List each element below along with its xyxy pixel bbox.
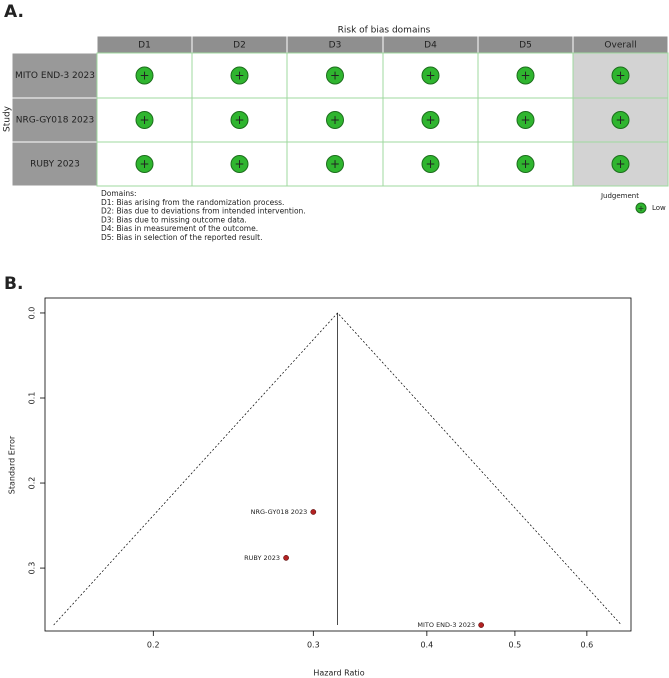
judgement-cell: [572, 141, 669, 187]
judgement-dot: [421, 155, 440, 173]
judgement-symbol: +: [615, 113, 625, 127]
point-label: NRG-GY018 2023: [251, 508, 308, 516]
study-point: [310, 509, 317, 515]
judgement-dot: [516, 66, 535, 85]
judgement-dot: [230, 155, 249, 173]
judgement-dot: [135, 155, 154, 173]
column-header-label: D4: [424, 41, 437, 51]
rob-row-axis-label: Study: [3, 105, 13, 132]
judgement-symbol: +: [425, 113, 435, 127]
study-label: NRG-GY018 2023: [16, 116, 95, 126]
judgement-symbol: +: [425, 157, 435, 171]
judgement-dot: [230, 111, 249, 129]
judgement-cell: [286, 141, 384, 187]
study-cell: [11, 141, 98, 187]
study-label: RUBY 2023: [30, 160, 80, 170]
x-tick-label: 0.2: [147, 641, 160, 650]
judgement-symbol: +: [330, 69, 340, 83]
y-tick-label: 0.3: [28, 562, 37, 575]
judgement-dot: [135, 111, 154, 129]
judgement-symbol: +: [139, 69, 149, 83]
judgement-dot: [611, 66, 630, 85]
panel-label: A.: [4, 2, 24, 22]
judgement-symbol: +: [330, 113, 340, 127]
x-tick-label: 0.5: [509, 641, 522, 650]
domain-note: D3: Bias due to missing outcome data.: [101, 215, 247, 224]
judgement-symbol: +: [234, 69, 244, 83]
judgement-dot: [421, 66, 440, 85]
point-label: RUBY 2023: [244, 554, 280, 562]
plot-frame: [44, 297, 632, 632]
y-tick-label: 0.1: [28, 392, 37, 405]
judgement-symbol: +: [615, 69, 625, 83]
x-tick-label: 0.6: [580, 641, 593, 650]
judgement-dot: [516, 155, 535, 173]
domain-note: D5: Bias in selection of the reported re…: [101, 233, 262, 242]
x-tick-label: 0.3: [307, 641, 320, 650]
judgement-dot: [135, 66, 154, 85]
study-point: [478, 622, 484, 628]
judgement-dot: [326, 155, 344, 173]
judgement-dot: [326, 66, 344, 85]
y-tick-label: 0.2: [28, 477, 37, 490]
judgement-dot: [421, 111, 440, 129]
study-cell: [11, 97, 98, 143]
judgement-dot: [516, 111, 535, 129]
legend-title: Judgement: [600, 192, 639, 200]
x-tick-label: 0.4: [420, 641, 433, 650]
domain-note: D2: Bias due to deviations from intended…: [101, 207, 306, 216]
domain-note: Domains:: [101, 189, 137, 198]
study-point: [283, 555, 289, 561]
judgement-dot: [326, 111, 344, 129]
judgement-dot: [611, 155, 630, 173]
judgement-symbol: +: [330, 157, 340, 171]
legend-dot: [635, 202, 647, 214]
y-tick-label: 0.0: [28, 307, 37, 320]
judgement-symbol: +: [615, 157, 625, 171]
funnel-lines: [53, 312, 622, 626]
legend-symbol: +: [638, 204, 645, 213]
panel-label: B.: [4, 274, 23, 294]
column-header-label: D5: [519, 41, 532, 51]
judgement-cell: [286, 52, 384, 99]
point-label: MITO END-3 2023: [417, 621, 475, 629]
y-axis-label: Standard Error: [8, 435, 17, 494]
x-axis-label: Hazard Ratio: [313, 669, 364, 678]
column-header-label: D3: [329, 41, 342, 51]
column-header-label: D2: [233, 41, 246, 51]
judgement-symbol: +: [425, 69, 435, 83]
judgement-dot: [611, 111, 630, 129]
judgement-dot: [230, 66, 249, 85]
rob-title: Risk of bias domains: [338, 26, 431, 36]
judgement-symbol: +: [520, 113, 530, 127]
judgement-symbol: +: [139, 113, 149, 127]
judgement-symbol: +: [139, 157, 149, 171]
domain-note: D1: Bias arising from the randomization …: [101, 198, 284, 207]
domain-note: D4: Bias in measurement of the outcome.: [101, 224, 258, 233]
judgement-symbol: +: [234, 113, 244, 127]
legend-label: Low: [652, 204, 666, 212]
study-label: MITO END-3 2023: [15, 71, 95, 81]
judgement-symbol: +: [520, 69, 530, 83]
judgement-symbol: +: [520, 157, 530, 171]
judgement-symbol: +: [234, 157, 244, 171]
column-header-label: Overall: [604, 41, 636, 51]
column-header-label: D1: [138, 41, 151, 51]
